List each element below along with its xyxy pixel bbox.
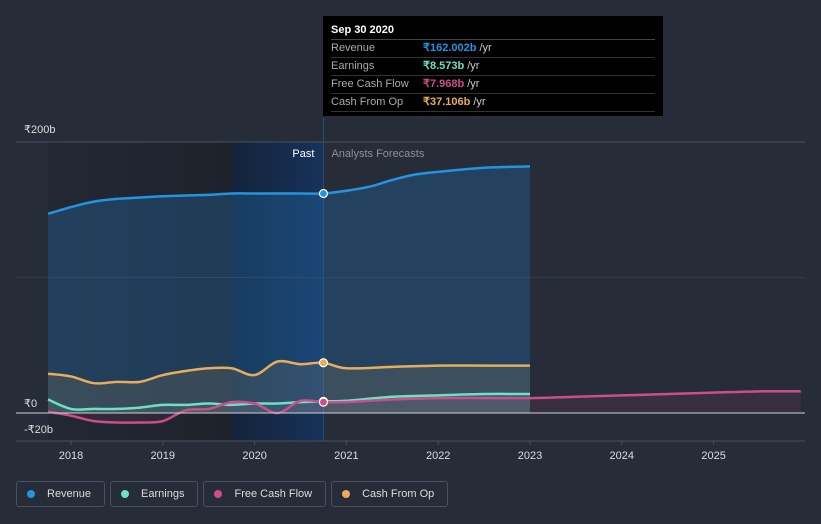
revenue-line xyxy=(47,165,531,216)
x-tick-label: 2023 xyxy=(518,450,542,462)
tooltip-label: Earnings xyxy=(331,60,375,72)
highlight-region xyxy=(231,142,324,441)
y-tick-label: -₹20b xyxy=(24,424,53,436)
tooltip-row-fcf: Free Cash Flow ₹7.968b /yr xyxy=(331,76,655,94)
legend-item-earnings[interactable]: Earnings xyxy=(110,481,199,507)
tooltip-label: Free Cash Flow xyxy=(331,78,409,90)
legend-label: Cash From Op xyxy=(362,488,435,500)
tooltip-row-earnings: Earnings ₹8.573b /yr xyxy=(331,58,655,76)
x-tick-label: 2024 xyxy=(610,450,634,462)
legend-item-free-cash-flow[interactable]: Free Cash Flow xyxy=(203,481,327,507)
value-text: 162.002b xyxy=(430,42,477,54)
tooltip: Sep 30 2020 Revenue ₹162.002b /yr Earnin… xyxy=(323,16,663,116)
tooltip-value: ₹37.106b xyxy=(423,94,470,111)
x-tick-label: 2025 xyxy=(701,450,725,462)
revenue-area xyxy=(48,166,531,413)
y-tick-label: ₹0 xyxy=(24,398,37,410)
tooltip-label: Cash From Op xyxy=(331,96,404,108)
tooltip-date: Sep 30 2020 xyxy=(331,22,655,40)
x-tick-label: 2021 xyxy=(334,450,358,462)
x-tick-label: 2019 xyxy=(151,450,175,462)
forecast-label: Analysts Forecasts xyxy=(331,148,424,160)
legend-label: Earnings xyxy=(141,488,185,500)
tooltip-value: ₹7.968b xyxy=(423,76,464,93)
legend-item-revenue[interactable]: Revenue xyxy=(16,481,106,507)
free-cash-flow-marker xyxy=(318,397,329,407)
legend-label: Revenue xyxy=(47,488,92,500)
past-label: Past xyxy=(292,148,314,160)
tooltip-unit: /yr xyxy=(467,78,480,90)
cash-from-op-line xyxy=(47,359,530,385)
x-tick-label: 2020 xyxy=(242,450,266,462)
free-cash-flow-line xyxy=(47,389,801,424)
currency-symbol: ₹ xyxy=(423,60,430,72)
value-text: 8.573b xyxy=(430,60,465,72)
free-cash-flow-area xyxy=(48,391,801,423)
tooltip-value: ₹162.002b xyxy=(423,40,476,57)
currency-symbol: ₹ xyxy=(423,78,430,90)
earnings-line xyxy=(47,392,531,411)
y-tick-label: ₹200b xyxy=(24,124,55,136)
legend-dot-icon xyxy=(27,490,35,498)
currency-symbol: ₹ xyxy=(423,96,430,108)
legend-item-cash-from-op[interactable]: Cash From Op xyxy=(331,481,449,507)
legend-dot-icon xyxy=(121,490,130,498)
legend-dot-icon xyxy=(214,490,223,498)
tooltip-unit: /yr xyxy=(467,60,480,72)
value-text: 37.106b xyxy=(430,96,471,108)
tooltip-label: Revenue xyxy=(331,42,376,54)
cash-from-op-marker xyxy=(318,358,329,368)
tooltip-row-revenue: Revenue ₹162.002b /yr xyxy=(331,40,655,58)
legend: Revenue Earnings Free Cash Flow Cash Fro… xyxy=(16,481,449,507)
x-tick-label: 2018 xyxy=(59,450,83,462)
tooltip-row-cfo: Cash From Op ₹37.106b /yr xyxy=(331,94,655,112)
legend-label: Free Cash Flow xyxy=(234,488,313,500)
currency-symbol: ₹ xyxy=(423,42,430,54)
x-tick-label: 2022 xyxy=(426,450,450,462)
legend-dot-icon xyxy=(342,490,351,498)
tooltip-unit: /yr xyxy=(479,42,492,54)
tooltip-unit: /yr xyxy=(473,96,486,108)
value-text: 7.968b xyxy=(430,78,465,90)
tooltip-value: ₹8.573b xyxy=(423,58,464,75)
revenue-marker xyxy=(318,188,329,199)
